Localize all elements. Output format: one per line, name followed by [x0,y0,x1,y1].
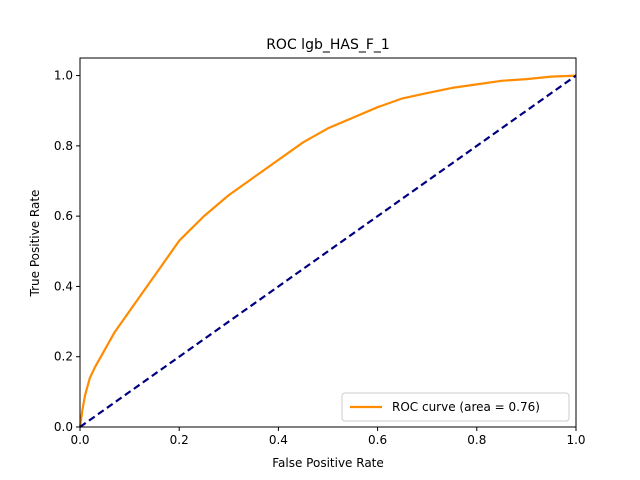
x-tick-label: 0.8 [467,433,486,447]
y-tick-label: 1.0 [54,69,73,83]
chart-title: ROC lgb_HAS_F_1 [266,37,390,53]
roc-curve-line [78,74,577,428]
y-tick-label: 0.2 [54,350,73,364]
y-tick-label: 0.8 [54,139,73,153]
x-tick-label: 0.4 [269,433,288,447]
legend-box [341,392,570,422]
x-tick-label: 0.0 [70,433,89,447]
y-axis-label: True Positive Rate [28,190,42,298]
x-axis-label: False Positive Rate [272,456,384,470]
legend-label: ROC curve (area = 0.76) [392,400,540,414]
chance-diagonal-line [79,74,577,428]
y-tick-label: 0.4 [54,279,73,293]
x-tick-label: 1.0 [566,433,585,447]
y-tick-label: 0.0 [54,420,73,434]
plot-area: 0.0 0.2 0.4 0.6 0.8 1.0 0.0 0.2 0.4 0.6 0.8 1.0 ROC … [54,57,586,447]
x-tick-label: 0.2 [170,433,189,447]
y-tick-label: 0.6 [54,209,73,223]
x-tick-label: 0.6 [368,433,387,447]
plot-frame [79,57,577,428]
